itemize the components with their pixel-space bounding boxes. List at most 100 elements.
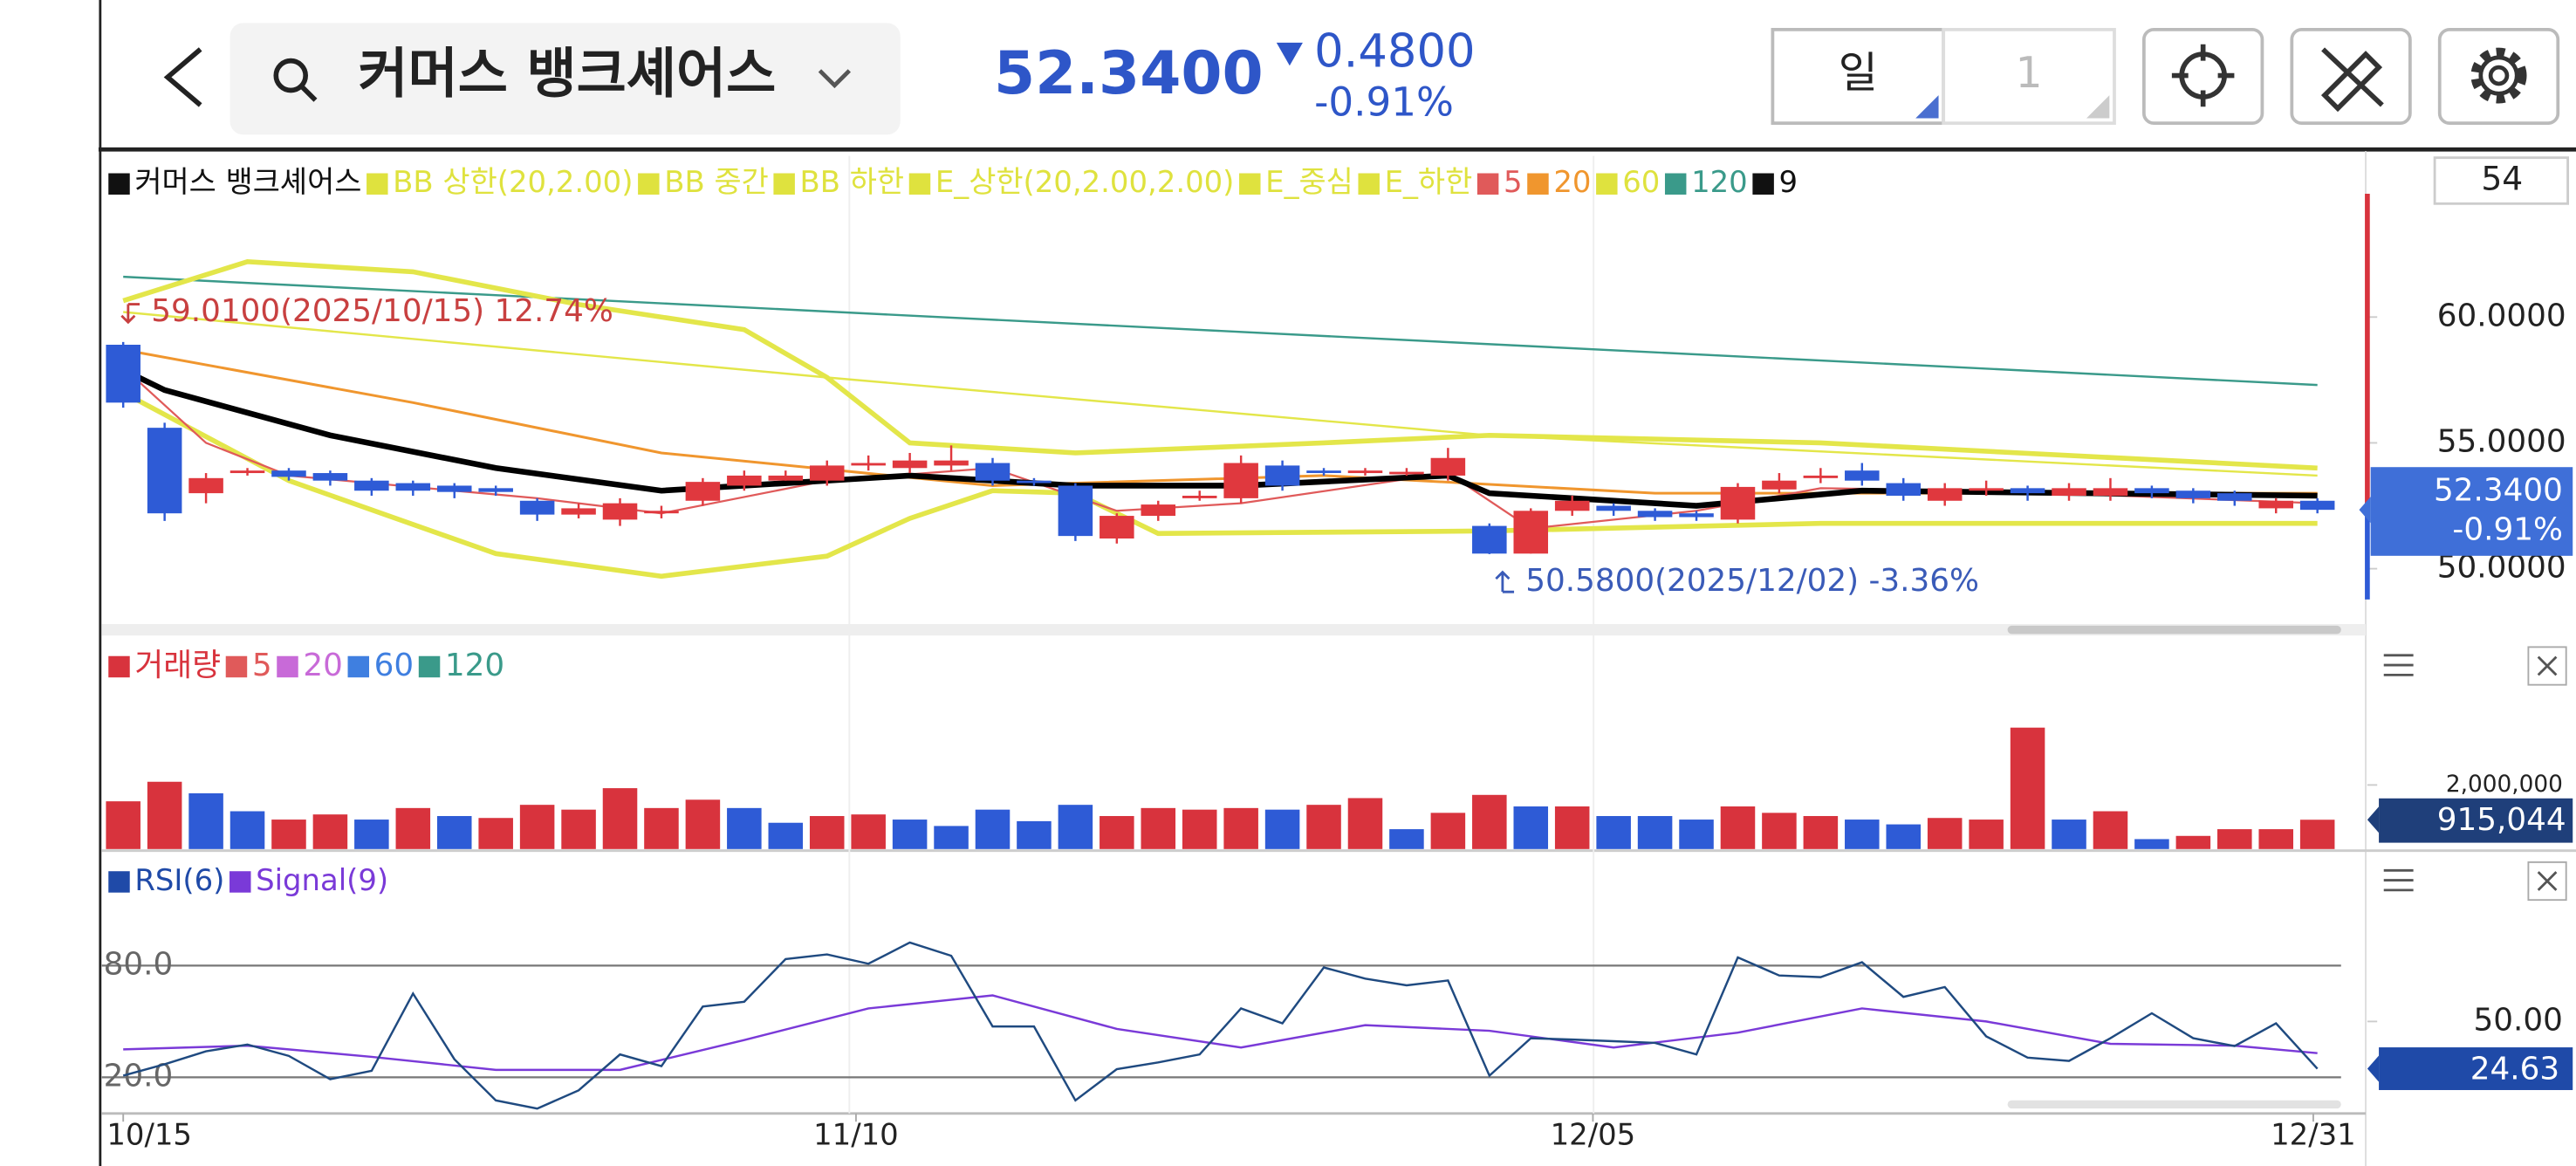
- volume-bar: [851, 814, 886, 849]
- candle-body: [1472, 525, 1507, 554]
- settings-icon: [2478, 55, 2519, 96]
- candle-body: [727, 475, 762, 486]
- volume-bar: [519, 805, 555, 849]
- legend-swatch: [418, 655, 441, 678]
- candle-body: [2175, 490, 2211, 498]
- candle-body: [1513, 511, 1549, 554]
- candle-body: [1637, 511, 1673, 518]
- volume-last-tag: [2379, 798, 2573, 843]
- crosshair-button[interactable]: [2141, 27, 2264, 126]
- x-tick-label: 12/31: [2271, 1118, 2356, 1152]
- volume-bar: [188, 792, 223, 849]
- candle-body: [1347, 470, 1383, 474]
- volume-last-label: 915,044: [2437, 802, 2566, 838]
- rsi-right-label: 50.00: [2474, 1002, 2563, 1038]
- volume-bar: [809, 816, 845, 849]
- candle-body: [354, 480, 389, 491]
- candle-body: [1886, 483, 1922, 496]
- legend-label: 60: [374, 648, 414, 683]
- settings-button[interactable]: [2437, 27, 2560, 126]
- volume-bar: [1969, 820, 2004, 849]
- candle-body: [2217, 493, 2252, 501]
- indicator-line: [123, 275, 2318, 387]
- period-unit-button[interactable]: [1771, 27, 1946, 126]
- candle-body: [1264, 465, 1300, 486]
- candle-body: [561, 508, 596, 515]
- scrollbar[interactable]: [2007, 625, 2341, 634]
- crosshair-icon: [2171, 44, 2235, 107]
- volume-bar: [561, 809, 596, 849]
- volume-bar: [312, 814, 348, 849]
- legend-label: 5: [252, 648, 272, 683]
- volume-bar: [1762, 813, 1797, 849]
- volume-bar: [1637, 816, 1673, 849]
- legend-label: 120: [1691, 165, 1748, 199]
- candle-body: [1389, 471, 1424, 475]
- settings-icon: [2488, 65, 2510, 86]
- legend-label: 20: [1553, 165, 1591, 199]
- volume-bar: [1100, 816, 1134, 849]
- close-icon: [2537, 871, 2558, 891]
- legend-label: 9: [1779, 165, 1798, 199]
- candle-body: [1927, 488, 1963, 501]
- period-count-button[interactable]: [1942, 27, 2116, 126]
- last-change-label: -0.91%: [2452, 512, 2563, 548]
- volume-bar: [271, 820, 306, 849]
- candle-body: [1554, 500, 1590, 511]
- volume-bar: [2217, 829, 2252, 849]
- volume-bar: [2052, 820, 2086, 849]
- volume-bar: [1347, 798, 1383, 849]
- close-icon: [2537, 655, 2558, 676]
- volume-bar: [975, 809, 1011, 849]
- corner-mark: [2086, 95, 2110, 119]
- candle-body: [2134, 488, 2169, 494]
- legend-swatch: [1752, 173, 1774, 195]
- candle-body: [1182, 495, 1217, 498]
- candle-body: [2093, 488, 2128, 496]
- search-box[interactable]: [230, 23, 901, 135]
- volume-bar: [1472, 794, 1507, 849]
- volume-bar: [2093, 811, 2128, 849]
- annotation-arrow: [1495, 570, 1515, 593]
- volume-bar: [1264, 809, 1300, 849]
- candle-body: [188, 477, 223, 494]
- dropdown-chevron: [818, 69, 851, 89]
- volume-bar: [1306, 805, 1341, 849]
- legend-swatch: [108, 871, 130, 893]
- last-price-label: 52.3400: [2434, 472, 2563, 508]
- price-axis-label: 60.0000: [2437, 298, 2566, 333]
- volume-bar: [644, 807, 679, 849]
- stock-name: 커머스 뱅크셰어스: [358, 42, 776, 106]
- menu-icon[interactable]: [2383, 868, 2414, 892]
- candle-body: [1762, 480, 1797, 490]
- panel-separator: [101, 624, 2367, 636]
- legend-swatch: [108, 655, 130, 678]
- candle-body: [312, 473, 348, 481]
- candle-body: [271, 470, 306, 477]
- back-button[interactable]: [163, 47, 202, 107]
- volume-bar: [436, 816, 472, 849]
- legend-label: RSI(6): [134, 863, 224, 897]
- corner-mark: [1915, 95, 1939, 119]
- volume-bar: [1596, 816, 1631, 849]
- volume-bar: [395, 807, 431, 849]
- legend-swatch: [1239, 173, 1261, 195]
- search-icon: [273, 58, 308, 93]
- candle-body: [230, 470, 265, 474]
- volume-bar: [147, 781, 182, 849]
- indicator-line: [123, 311, 2318, 477]
- volume-bar: [2258, 829, 2293, 849]
- legend-label: 20: [303, 648, 343, 683]
- candle-body: [1017, 480, 1052, 484]
- legend-swatch: [277, 655, 298, 678]
- candle-body: [602, 503, 638, 520]
- rsi-axis-label: 80.0: [104, 946, 174, 982]
- candle-body: [147, 428, 182, 514]
- menu-icon[interactable]: [2383, 654, 2414, 676]
- indicator-line: [122, 259, 2318, 471]
- candle-body: [2010, 488, 2045, 494]
- candle-body: [1223, 463, 1258, 498]
- volume-bar: [892, 820, 928, 849]
- scrollbar[interactable]: [2007, 1100, 2341, 1109]
- legend-swatch: [225, 655, 248, 678]
